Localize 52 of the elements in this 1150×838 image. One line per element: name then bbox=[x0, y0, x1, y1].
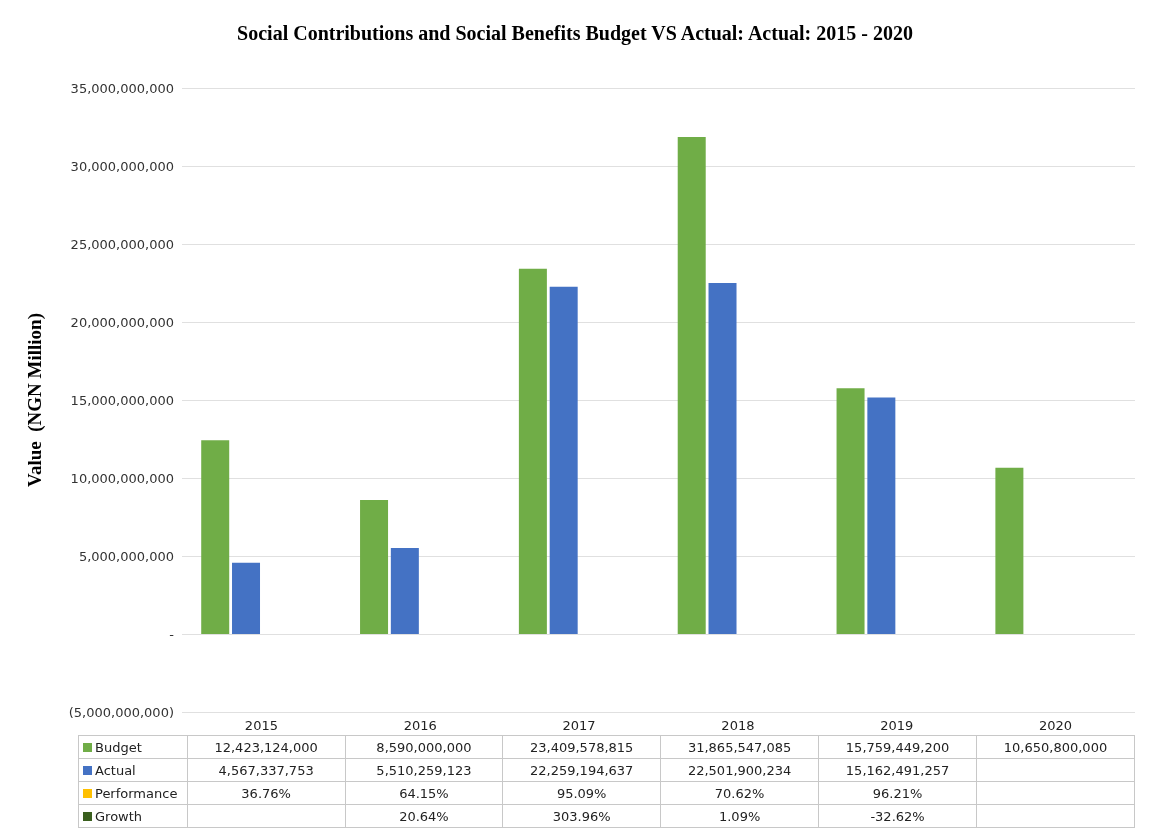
data-label: 8,590,000,000 bbox=[345, 735, 503, 759]
x-tick-label: 2018 bbox=[721, 718, 755, 733]
bar bbox=[518, 268, 547, 634]
data-label: 22,259,194,637 bbox=[502, 758, 661, 782]
bar bbox=[549, 286, 578, 634]
bar bbox=[677, 136, 706, 634]
data-label: 12,423,124,000 bbox=[187, 735, 346, 759]
y-tick-label: 20,000,000,000 bbox=[70, 314, 174, 330]
legend-label: Growth bbox=[78, 804, 188, 828]
bar bbox=[995, 467, 1024, 634]
bar bbox=[232, 562, 261, 634]
legend-label: Performance bbox=[78, 781, 188, 805]
y-tick-label: - bbox=[169, 626, 175, 642]
bar bbox=[201, 440, 230, 634]
bar bbox=[867, 397, 896, 634]
chart-title: Social Contributions and Social Benefits Budget VS Actual: Actual: 2015 - 2020 bbox=[237, 22, 913, 45]
data-label: 64.15% bbox=[345, 781, 503, 805]
x-tick-label: 2020 bbox=[1039, 718, 1073, 733]
data-label: 96.21% bbox=[818, 781, 977, 805]
y-axis-title: Value (NGN Million) bbox=[24, 313, 46, 487]
data-label: 15,759,449,200 bbox=[818, 735, 977, 759]
data-label: 23,409,578,815 bbox=[502, 735, 661, 759]
x-tick-label: 2015 bbox=[244, 718, 278, 733]
data-label: -32.62% bbox=[818, 804, 977, 828]
x-tick-label: 2019 bbox=[880, 718, 914, 733]
data-label: 70.62% bbox=[660, 781, 819, 805]
y-tick-label: 10,000,000,000 bbox=[70, 470, 174, 486]
data-label: 95.09% bbox=[502, 781, 661, 805]
y-tick-label: 15,000,000,000 bbox=[70, 392, 174, 408]
data-label: 303.96% bbox=[502, 804, 661, 828]
bar bbox=[708, 282, 737, 634]
data-label: 31,865,547,085 bbox=[660, 735, 819, 759]
data-label: 4,567,337,753 bbox=[187, 758, 346, 782]
data-label: 22,501,900,234 bbox=[660, 758, 819, 782]
y-tick-label: (5,000,000,000) bbox=[68, 704, 174, 720]
data-label: 5,510,259,123 bbox=[345, 758, 503, 782]
x-tick-label: 2016 bbox=[403, 718, 437, 733]
data-label: 10,650,800,000 bbox=[976, 735, 1135, 759]
y-tick-label: 5,000,000,000 bbox=[78, 548, 174, 564]
y-tick-label: 25,000,000,000 bbox=[70, 236, 174, 252]
x-tick-label: 2017 bbox=[562, 718, 596, 733]
bar bbox=[360, 500, 389, 634]
data-label: 1.09% bbox=[660, 804, 819, 828]
data-label: 15,162,491,257 bbox=[818, 758, 977, 782]
y-tick-label: 30,000,000,000 bbox=[70, 158, 174, 174]
legend-label: Budget bbox=[78, 735, 188, 759]
bar bbox=[836, 388, 865, 634]
y-tick-label: 35,000,000,000 bbox=[70, 80, 174, 96]
data-label: 20.64% bbox=[345, 804, 503, 828]
legend-label: Actual bbox=[78, 758, 188, 782]
bar bbox=[390, 548, 419, 634]
data-label: 36.76% bbox=[187, 781, 346, 805]
